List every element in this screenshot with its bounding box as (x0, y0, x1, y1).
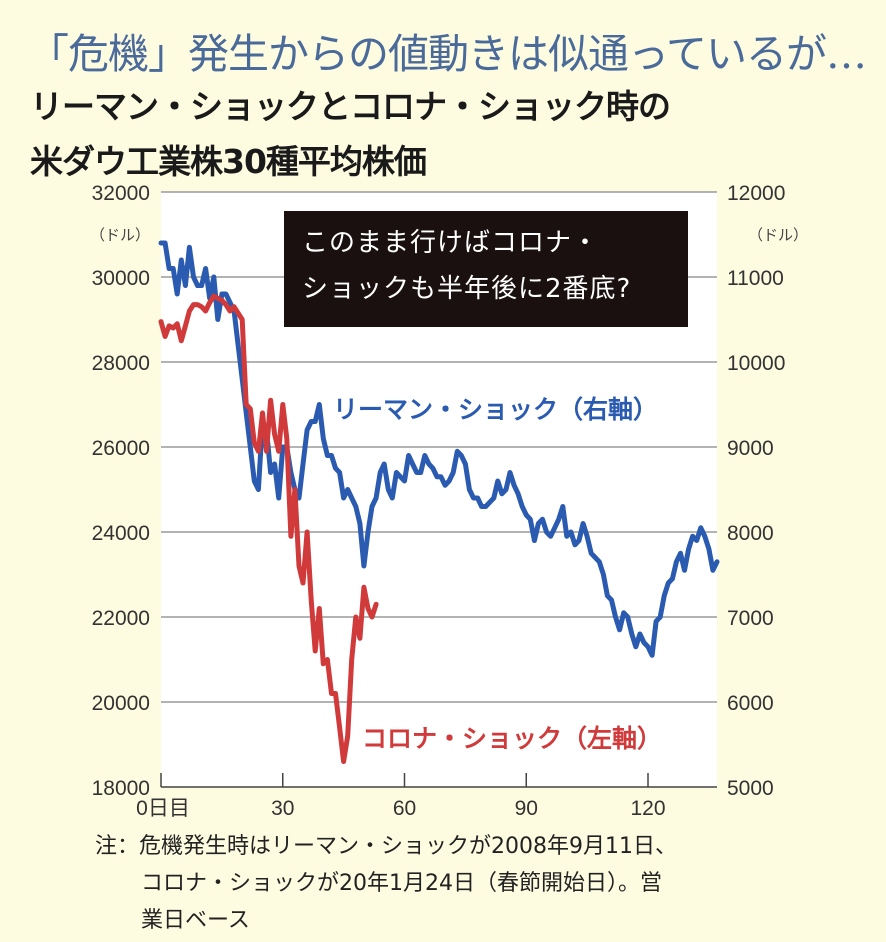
right-axis-tick-label: 6000 (727, 692, 774, 715)
lehman-series-line (158, 240, 720, 658)
footnote-line3: 業日ベース (141, 908, 250, 933)
right-axis-tick-label: 5000 (727, 777, 774, 800)
x-axis-tick-label: 30 (271, 797, 294, 820)
right-axis-tick-label: 12000 (727, 182, 785, 205)
left-axis-tick-label: 32000 (92, 182, 150, 205)
right-axis-tick-label: 7000 (727, 607, 774, 630)
right-axis-tick-label: 11000 (727, 267, 784, 290)
left-axis-tick-label: 30000 (92, 267, 150, 290)
footnote-line1: 注：危機発生時はリーマン・ショックが2008年9月11日、 (95, 834, 677, 859)
x-axis: 0日目 30 60 90 120 (136, 773, 717, 820)
chart-title-line2: 米ダウ工業株30種平均株価 (30, 142, 427, 181)
left-axis-tick-label: 18000 (92, 777, 150, 800)
right-axis-ticks: 12000 11000 10000 9000 8000 7000 6000 5000 (727, 182, 785, 800)
corona-series-label: コロナ・ショック（左軸） (362, 724, 663, 753)
callout-line2: ショックも半年後に2番底? (302, 274, 632, 304)
left-axis-tick-label: 22000 (92, 607, 150, 630)
footnote-line2: コロナ・ショックが20年1月24日（春節開始日）。営 (141, 871, 662, 896)
right-axis-tick-label: 10000 (727, 352, 785, 375)
lehman-series-label: リーマン・ショック（右軸） (333, 395, 659, 424)
left-axis-ticks: 32000 30000 28000 26000 24000 22000 20000 18000 (92, 182, 150, 800)
x-axis-tick-label: 0日目 (136, 797, 190, 820)
right-axis-unit: （ドル） (748, 226, 808, 244)
left-axis-tick-label: 28000 (92, 352, 150, 375)
callout-box: このまま行けばコロナ・ ショックも半年後に2番底? (284, 211, 688, 327)
x-axis-tick-label: 60 (393, 797, 416, 820)
footnote: 注：危機発生時はリーマン・ショックが2008年9月11日、 コロナ・ショックが2… (95, 828, 677, 939)
chart-title-line1: リーマン・ショックとコロナ・ショック時の (30, 87, 671, 126)
corona-series-line (158, 293, 379, 764)
left-axis-tick-label: 26000 (92, 437, 150, 460)
callout-line1: このまま行けばコロナ・ (302, 228, 600, 258)
x-axis-tick-label: 90 (515, 797, 538, 820)
left-axis-unit: （ドル） (90, 226, 150, 244)
left-axis-tick-label: 20000 (92, 692, 150, 715)
left-axis-tick-label: 24000 (92, 522, 150, 545)
x-axis-tick-label: 120 (630, 797, 665, 820)
right-axis-tick-label: 8000 (727, 522, 774, 545)
right-axis-tick-label: 9000 (727, 437, 774, 460)
headline: 「危機」発生からの値動きは似通っているが… (28, 30, 867, 78)
